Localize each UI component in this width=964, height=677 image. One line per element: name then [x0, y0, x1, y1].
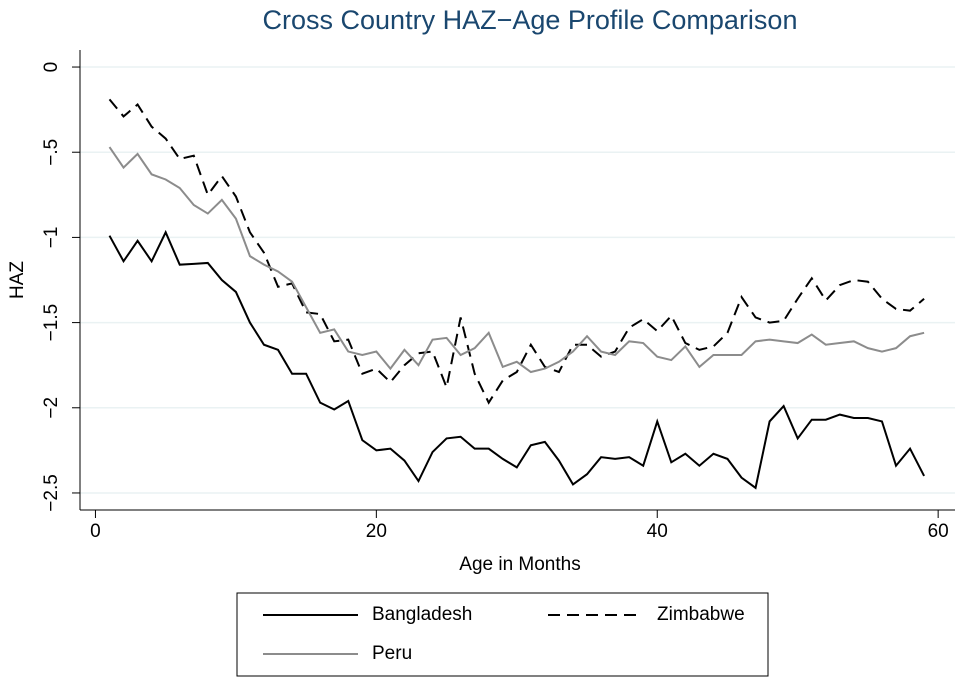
- y-tick-label: 0: [41, 62, 62, 73]
- y-axis-label: HAZ: [7, 261, 28, 299]
- x-axis-label: Age in Months: [459, 554, 580, 575]
- legend-label: Bangladesh: [372, 604, 472, 625]
- series-line: [108, 229, 925, 490]
- series-line: [108, 98, 925, 405]
- y-tick-label: −1.5: [41, 304, 62, 342]
- x-tick-label: 40: [647, 521, 668, 542]
- y-tick-label: −2: [41, 397, 62, 419]
- series-line: [108, 146, 925, 374]
- y-tick-label: −.5: [41, 139, 62, 166]
- legend-label: Zimbabwe: [657, 604, 745, 625]
- x-tick-label: 20: [366, 521, 387, 542]
- y-tick-label: −1: [41, 227, 62, 249]
- legend-label: Peru: [372, 643, 412, 664]
- chart-title: Cross Country HAZ−Age Profile Comparison: [263, 5, 798, 35]
- x-tick-label: 0: [90, 521, 101, 542]
- x-tick-label: 60: [928, 521, 949, 542]
- legend-box: [236, 592, 769, 677]
- y-tick-label: −2.5: [41, 474, 62, 512]
